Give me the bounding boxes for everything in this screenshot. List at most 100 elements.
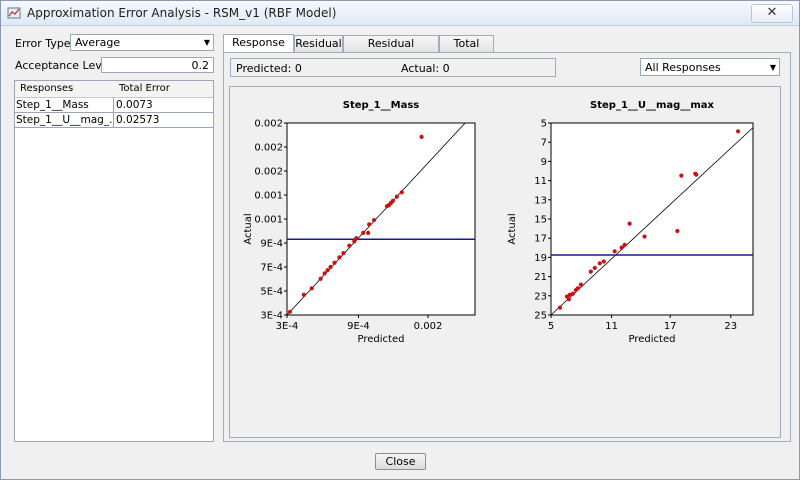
responses-table: Responses Total Error Step_1__Mass 0.007… — [14, 80, 214, 442]
diagonal-reference-line — [286, 122, 466, 316]
response-fit-panel: Predicted: 0 Actual: 0 All Responses ▼ S… — [223, 52, 791, 442]
title-bar: Approximation Error Analysis - RSM_v1 (R… — [1, 1, 799, 26]
data-point — [622, 242, 627, 247]
table-header: Responses Total Error — [15, 81, 213, 98]
data-point — [390, 198, 395, 203]
close-icon: ✕ — [766, 5, 778, 20]
data-point — [694, 172, 699, 177]
data-point — [354, 236, 359, 241]
data-point — [337, 255, 342, 260]
y-tick-label: 0.001 — [254, 191, 283, 202]
responses-filter-value: All Responses — [645, 61, 721, 74]
y-axis-label: Actual — [507, 213, 518, 244]
data-point — [557, 305, 563, 310]
data-point — [318, 276, 323, 281]
data-point — [419, 134, 424, 139]
data-point — [399, 190, 404, 195]
y-tick-label: 5E-4 — [260, 287, 283, 298]
window-close-button[interactable]: ✕ — [751, 4, 793, 23]
y-tick-label: 19 — [534, 253, 547, 264]
data-point — [301, 292, 306, 297]
tab-residual[interactable]: Residual — [294, 35, 343, 52]
responses-filter-select[interactable]: All Responses ▼ — [640, 58, 780, 76]
data-point — [612, 249, 617, 254]
table-row[interactable]: Step_1__Mass 0.0073 — [15, 98, 213, 113]
data-point — [394, 194, 399, 199]
y-tick-label: 7E-4 — [260, 263, 283, 274]
data-point — [566, 297, 572, 302]
table-cell-response: Step_1__U__mag_... — [16, 114, 112, 126]
x-axis-label: Predicted — [358, 334, 405, 345]
acceptance-level-input[interactable]: 0.2 — [101, 57, 214, 73]
acceptance-level-value: 0.2 — [191, 59, 210, 72]
data-point — [328, 264, 333, 270]
data-point — [341, 251, 346, 256]
app-icon — [7, 6, 21, 20]
plots-canvas: Step_1__Mass 0.002 0.002 0.002 0.001 0.001 9E-… — [243, 100, 754, 345]
y-tick-label: 9 — [541, 157, 547, 168]
y-tick-label: 21 — [534, 272, 547, 283]
data-point — [332, 260, 337, 265]
data-point — [309, 286, 314, 291]
acceptance-level-label: Acceptance Level: — [15, 59, 116, 72]
tab-residual-frequency[interactable]: Residual Frequency — [343, 35, 439, 66]
chevron-down-icon: ▼ — [203, 38, 210, 47]
y-tick-label: 3E-4 — [260, 311, 283, 322]
y-tick-label: 23 — [534, 291, 547, 302]
data-point — [597, 261, 602, 266]
y-tick-label: 0.001 — [254, 215, 283, 226]
y-tick-label: 0.002 — [254, 167, 283, 178]
tab-total-error[interactable]: Total Error — [439, 35, 494, 66]
data-point — [588, 269, 593, 274]
data-point — [570, 291, 575, 296]
y-tick-label: 11 — [534, 176, 547, 187]
data-point — [287, 309, 293, 314]
plot-frame — [550, 122, 754, 316]
y-tick-label: 25 — [534, 311, 547, 322]
y-tick-label: 0.002 — [254, 143, 283, 154]
data-point — [371, 217, 377, 223]
data-point — [575, 286, 580, 291]
data-point — [735, 129, 741, 134]
chart-title: Step_1__U__mag__max — [590, 100, 714, 111]
data-point — [322, 271, 327, 276]
data-point — [679, 173, 684, 178]
error-type-label: Error Type: — [15, 37, 75, 50]
x-tick-label: 9E-4 — [347, 321, 370, 332]
column-header-total-error[interactable]: Total Error — [119, 83, 170, 94]
y-tick-label: 13 — [534, 195, 547, 206]
x-tick-label: 3E-4 — [276, 321, 299, 332]
data-point — [627, 221, 632, 226]
y-tick-label: 9E-4 — [260, 239, 283, 250]
table-cell-response: Step_1__Mass — [16, 99, 89, 111]
data-point — [325, 268, 330, 273]
data-point — [675, 228, 680, 234]
data-point — [642, 234, 647, 239]
data-point — [619, 245, 624, 250]
y-tick-label: 15 — [534, 215, 547, 226]
y-axis-label: Actual — [243, 213, 254, 244]
chevron-down-icon: ▼ — [769, 63, 776, 72]
table-cell-error: 0.0073 — [116, 99, 153, 111]
diagonal-reference-line — [550, 127, 754, 316]
data-point — [601, 259, 606, 264]
error-type-select[interactable]: Average ▼ — [70, 34, 214, 51]
x-tick-label: 11 — [605, 321, 618, 332]
predicted-readout: Predicted: 0 — [236, 62, 302, 75]
table-row[interactable]: Step_1__U__mag_... 0.02573 — [15, 113, 213, 128]
readout-box: Predicted: 0 Actual: 0 — [230, 58, 556, 77]
close-button[interactable]: Close — [375, 453, 426, 470]
column-header-responses[interactable]: Responses — [20, 83, 74, 94]
chart-title: Step_1__Mass — [343, 100, 420, 111]
tab-response-fit[interactable]: Response Fit — [223, 34, 294, 65]
data-point — [347, 243, 352, 248]
x-tick-label: 5 — [548, 321, 554, 332]
data-point — [361, 230, 366, 235]
x-tick-label: 23 — [724, 321, 737, 332]
plot-area: Step_1__Mass 0.002 0.002 0.002 0.001 0.001 9E-… — [229, 86, 781, 438]
actual-readout: Actual: 0 — [401, 62, 450, 75]
data-point — [578, 282, 583, 287]
y-tick-label: 5 — [541, 119, 547, 130]
